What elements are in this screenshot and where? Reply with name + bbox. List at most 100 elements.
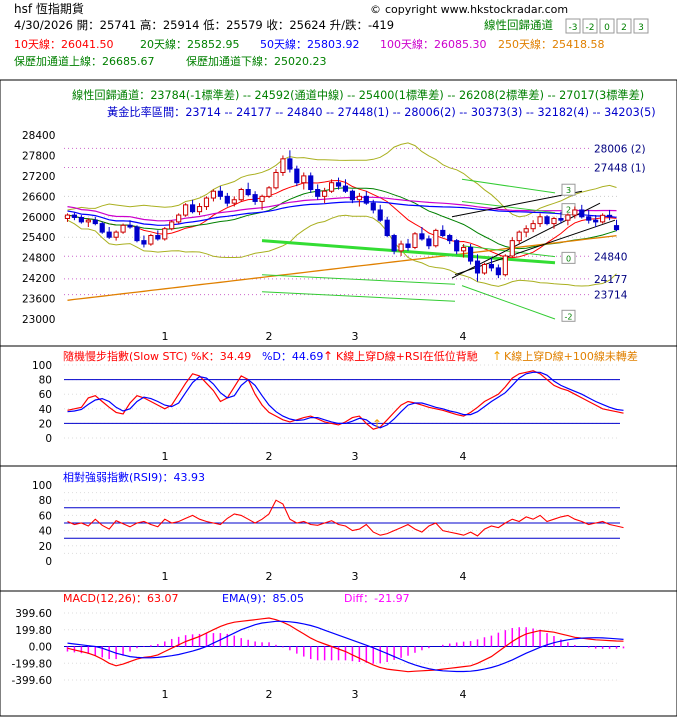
candle-body (509, 240, 515, 257)
price-y-tick: 23600 (22, 294, 55, 306)
stc-signal-1: K線上穿D線+RSI在低位背馳 (336, 349, 478, 363)
arrow-up-icon: ↑ (323, 349, 333, 363)
candle-body (231, 199, 237, 204)
candle-body (273, 171, 279, 189)
candle-body (189, 204, 196, 213)
candle-body (155, 235, 161, 240)
ma-legend-item: 250天線：25418.58 (498, 37, 604, 51)
price-grid (64, 147, 620, 296)
ma-legend-item: 10天線：26041.50 (14, 37, 113, 51)
candle-body (481, 263, 488, 274)
price-x-tick: 2 (266, 330, 273, 343)
fib-level-label: 23714 (594, 290, 628, 302)
candle-body (259, 195, 265, 202)
regression-button (565, 18, 581, 34)
stc-y-tick: 0 (45, 433, 52, 445)
stc-x-tick: 2 (266, 450, 273, 463)
price-y-tick: 26600 (22, 191, 55, 203)
macd-ema-label: EMA(9)：85.05 (222, 592, 304, 605)
price-y-ticks: 28400 27800 27200 26600 26000 25400 24800 24200… (22, 130, 55, 326)
macd-y-tick: -199.80 (11, 658, 52, 670)
channel-tag: 3 (566, 186, 571, 195)
candle-body (99, 223, 105, 233)
candle-body (294, 168, 300, 184)
price-x-tick: 3 (352, 330, 359, 343)
candle-body (488, 263, 495, 269)
candle-body (217, 190, 223, 197)
candle-body (148, 235, 154, 245)
macd-y-tick: 399.60 (15, 608, 52, 620)
rsi-panel-frame (0, 465, 677, 592)
candle-body (315, 189, 321, 197)
candle-body (370, 202, 376, 211)
macd-x-tick: 2 (266, 688, 273, 701)
rsi-y-tick: 0 (45, 556, 52, 568)
price-y-tick: 25400 (22, 232, 55, 244)
regression-button (582, 18, 598, 34)
chart-symbol: hsf 恆指期貨 (14, 1, 84, 16)
ma100-line (67, 196, 617, 222)
macd-panel-frame (0, 590, 677, 717)
candle-body (71, 214, 78, 218)
regression-line (461, 245, 556, 258)
ma-legend: 10天線：26041.50 20天線：25852.95 50天線：25803.92 1… (14, 37, 604, 51)
candle-body (454, 240, 460, 252)
candle-body (419, 233, 425, 240)
price-x-tick: 1 (162, 330, 169, 343)
regression-button-label: 0 (604, 23, 610, 33)
candle-body (203, 197, 210, 208)
candle-body (287, 158, 293, 170)
candle-body (433, 229, 439, 247)
channel-tag: 0 (566, 254, 571, 263)
candle-body (176, 214, 182, 223)
regression-button-label: 2 (621, 23, 627, 33)
arrow-up-icon: ↑ (372, 417, 382, 431)
candle-body (349, 190, 356, 201)
candle-body (565, 214, 571, 221)
regression-button-label: 3 (638, 23, 644, 33)
candle-body (280, 158, 286, 173)
ma20-line (67, 187, 617, 250)
regression-line (461, 178, 556, 194)
price-y-tick: 23000 (22, 314, 55, 326)
candle-body (85, 219, 91, 223)
candle-body (64, 214, 71, 219)
candle-body (600, 214, 606, 223)
candle-body (363, 195, 369, 204)
candle-body (183, 204, 189, 216)
candle-body (120, 224, 126, 233)
macd-x-tick: 1 (162, 688, 169, 701)
price-y-tick: 27800 (22, 150, 55, 162)
candle-body (92, 219, 98, 225)
stc-panel-frame (0, 345, 677, 467)
rsi-y-tick: 20 (39, 541, 52, 553)
candle-body (447, 235, 453, 242)
candle-body (245, 189, 251, 196)
candle-body (461, 246, 467, 252)
fib-labels: 28006 (2) 27448 (1) 24840 24177 23714 (594, 143, 646, 301)
candle-body (328, 182, 335, 192)
price-y-tick: 28400 (22, 130, 55, 142)
rsi-lines (67, 499, 624, 537)
candle-body (440, 229, 446, 237)
ma-legend-item: 20天線：25852.95 (140, 37, 239, 51)
rsi-x-tick: 2 (266, 570, 273, 583)
candle-body (530, 223, 536, 230)
candle-body (210, 190, 217, 199)
rsi-y-tick: 100 (32, 480, 52, 492)
candle-body (141, 240, 147, 245)
fib-level-label: 24840 (594, 251, 627, 263)
candle-body (322, 190, 328, 197)
candle-body (558, 217, 564, 221)
macd-x-ticks: 1 2 3 4 (162, 688, 467, 701)
fib-level-label: 28006 (2) (594, 143, 646, 155)
candle-body (523, 228, 529, 233)
regression-buttons: -3 -2 0 2 3 (565, 18, 649, 34)
ma10-line (67, 179, 617, 259)
keltner-legend-item: 保歷加通道上線：26685.67 (14, 54, 155, 68)
candle-body (606, 214, 613, 218)
rsi-y-tick: 40 (39, 526, 52, 538)
ma-legend-item: 50天線：25803.92 (260, 37, 359, 51)
stc-x-ticks: 1 2 3 4 (162, 450, 467, 463)
arrow-up-icon: ↑ (492, 349, 502, 363)
